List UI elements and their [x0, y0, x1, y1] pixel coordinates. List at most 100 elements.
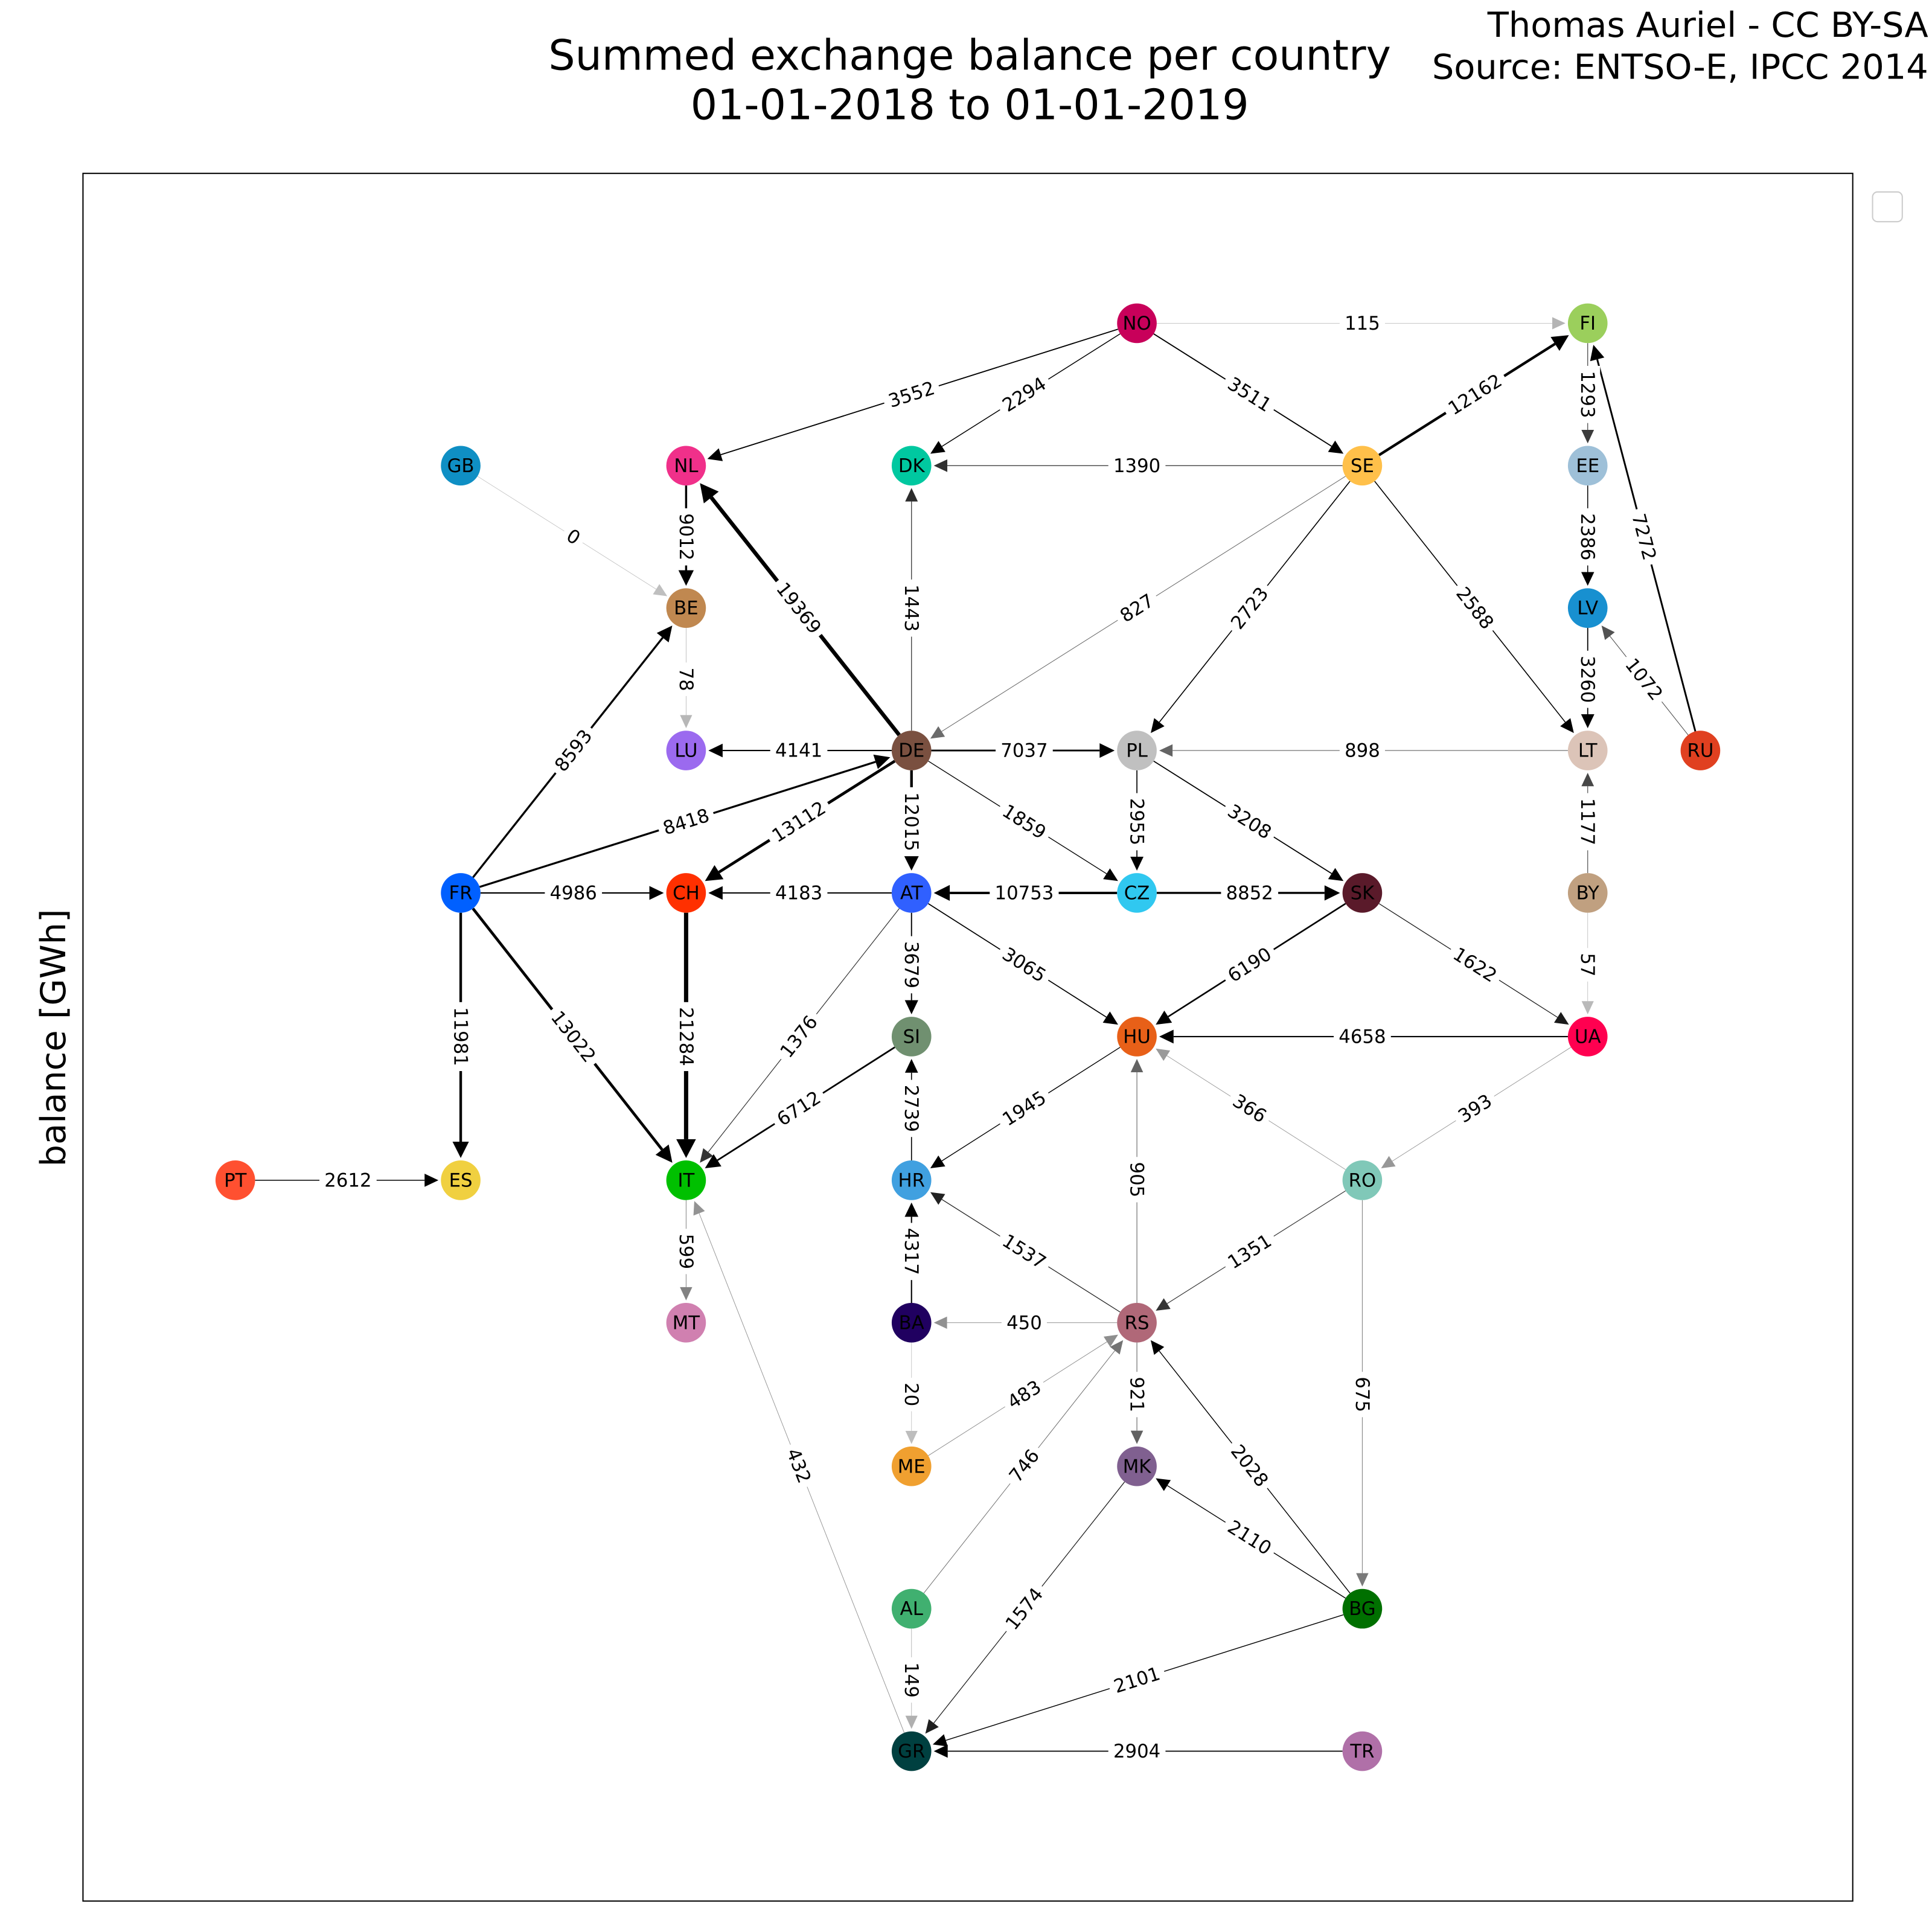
- edge-label: 921: [1126, 1377, 1148, 1412]
- edge-label-group: 2612: [319, 1168, 377, 1193]
- arrowhead: [1103, 1334, 1118, 1348]
- arrowhead: [655, 1144, 673, 1163]
- node-label: SK: [1351, 883, 1375, 904]
- arrowhead: [932, 1734, 948, 1747]
- arrowhead: [1581, 430, 1595, 444]
- arrowhead: [905, 1715, 918, 1729]
- edge-label-bg: [899, 1223, 924, 1281]
- node-label: RU: [1687, 740, 1713, 762]
- credit-line: Thomas Auriel - CC BY-SA: [1487, 5, 1928, 45]
- edge-label: 1443: [900, 584, 922, 632]
- node-label: DE: [898, 740, 924, 762]
- edge-label-group: 6712: [768, 1083, 830, 1134]
- edge-label-bg: [1334, 1024, 1391, 1049]
- edge-label-group: 3208: [1218, 796, 1281, 848]
- node-label: GB: [447, 455, 475, 477]
- edge-label-bg: [546, 720, 601, 781]
- edge-label: 7037: [1000, 740, 1048, 762]
- edge-label-bg: [1218, 1226, 1281, 1278]
- edge-label-group: 3260: [1575, 650, 1601, 708]
- node-label: ME: [898, 1456, 926, 1477]
- edge-label-group: 2955: [1124, 793, 1150, 851]
- arrowhead: [708, 743, 723, 758]
- arrowhead: [930, 441, 945, 454]
- edge-label-bg: [993, 939, 1055, 991]
- edge-label: 2739: [900, 1085, 922, 1132]
- arrowhead: [649, 886, 664, 900]
- node: [441, 873, 481, 913]
- edge-label-bg: [1000, 1440, 1048, 1491]
- edge-label: 20: [900, 1383, 922, 1406]
- edge-label: 1293: [1576, 371, 1598, 418]
- edge-label: 905: [1126, 1162, 1148, 1197]
- arrowhead: [1130, 857, 1144, 871]
- edge-label-group: 483: [998, 1372, 1051, 1418]
- edge-label: 1537: [998, 1230, 1049, 1273]
- node: [1567, 731, 1608, 770]
- edge-label-bg: [899, 1377, 924, 1412]
- node-label: BG: [1349, 1598, 1375, 1620]
- edge-label: 898: [1345, 740, 1380, 762]
- edge-label-group: 2294: [993, 368, 1055, 420]
- arrowhead: [680, 1287, 693, 1300]
- edge-label-group: 12162: [1439, 365, 1511, 424]
- edge-label-bg: [763, 793, 835, 851]
- edge-label: 1390: [1113, 455, 1160, 477]
- edge-label-group: 2028: [1222, 1435, 1278, 1496]
- arrowhead: [1328, 868, 1344, 881]
- node: [1117, 1302, 1157, 1343]
- arrowhead: [1552, 317, 1566, 330]
- edge-label-group: 2739: [899, 1080, 924, 1137]
- node: [666, 1160, 706, 1200]
- node-label: PT: [224, 1169, 247, 1191]
- arrowhead: [1581, 714, 1595, 729]
- edge-label-bg: [655, 801, 717, 842]
- edge-label: 10753: [994, 883, 1054, 904]
- node: [1342, 1588, 1383, 1629]
- edge-label: 2110: [1224, 1516, 1275, 1559]
- edge-label-bg: [1124, 1372, 1150, 1418]
- edge-label-group: 599: [673, 1229, 699, 1275]
- arrowhead: [693, 1201, 705, 1216]
- arrowhead: [680, 715, 693, 729]
- node: [1117, 731, 1157, 770]
- edge-label-bg: [1001, 1310, 1047, 1335]
- edge-label-group: 827: [1111, 585, 1163, 631]
- edge-label-bg: [899, 936, 924, 994]
- node: [1567, 588, 1608, 628]
- arrowhead: [678, 570, 694, 586]
- edge-label-bg: [545, 880, 603, 906]
- node: [891, 1588, 932, 1629]
- node: [891, 873, 932, 913]
- node: [1117, 873, 1157, 913]
- node-label: AT: [900, 883, 923, 904]
- edge-label-group: 450: [1001, 1310, 1047, 1335]
- node: [441, 1160, 481, 1200]
- edge-label-bg: [1616, 649, 1672, 709]
- edge-label-bg: [1124, 1157, 1150, 1203]
- edge-label-bg: [899, 787, 924, 857]
- edge-label-group: 2110: [1218, 1512, 1281, 1564]
- edge-label: 8852: [1226, 883, 1273, 904]
- edge-label: 1859: [998, 800, 1049, 843]
- edge-label-group: 4183: [770, 880, 828, 906]
- edge-label-bg: [1111, 585, 1163, 631]
- edge-label-bg: [768, 1083, 830, 1134]
- arrowhead: [1581, 773, 1595, 787]
- edge-label: 21284: [675, 1007, 697, 1066]
- arrowhead: [1328, 440, 1344, 454]
- arrowhead: [904, 1058, 918, 1073]
- edge-label: 1945: [999, 1087, 1050, 1130]
- arrowhead: [1159, 1029, 1174, 1044]
- node-label: ES: [449, 1169, 473, 1191]
- arrowhead: [1130, 1430, 1144, 1444]
- edge-label-group: 7272: [1625, 506, 1663, 568]
- node-label: SI: [903, 1026, 920, 1048]
- edge-label-group: 1859: [993, 796, 1055, 848]
- arrowhead: [700, 1148, 714, 1163]
- edge-label-group: 1574: [996, 1578, 1052, 1639]
- edge-label-bg: [1224, 1086, 1276, 1131]
- edge-label-group: 2588: [1447, 578, 1503, 639]
- frame: [82, 173, 1854, 1902]
- arrowhead: [452, 1141, 469, 1158]
